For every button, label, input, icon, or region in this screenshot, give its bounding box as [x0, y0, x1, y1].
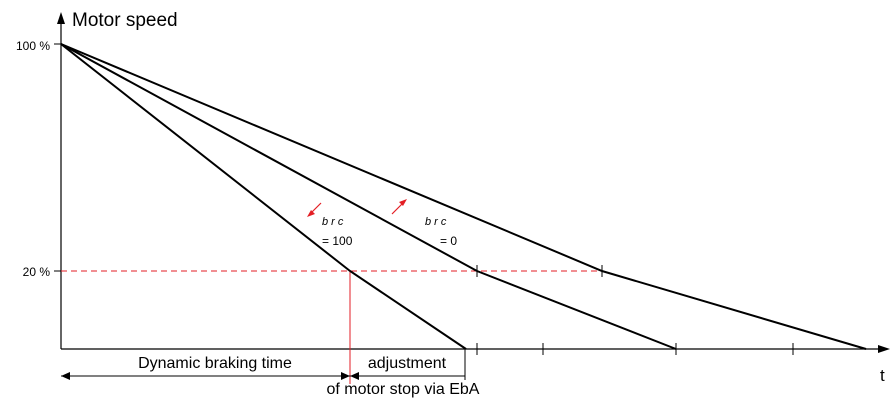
x-axis-arrow	[878, 345, 890, 353]
decel-curve-brc-0	[60, 43, 677, 350]
decel-curve-brc-100	[60, 43, 467, 350]
y-axis-arrow	[57, 12, 65, 24]
brc-code-label: b r c	[425, 216, 447, 228]
dynamic-braking-time-dimension	[61, 372, 350, 380]
brc-code-label: b r c	[322, 216, 344, 228]
adjustment-label: adjustment	[368, 355, 447, 372]
brc-100-value: = 100	[322, 234, 353, 248]
arrow-increase-icon	[391, 199, 407, 215]
adjustment-dimension	[350, 349, 466, 380]
y-label-100: 100 %	[16, 39, 50, 53]
x-axis-label: t	[880, 366, 885, 385]
arrow-decrease-icon	[307, 202, 322, 217]
brc-0-value: = 0	[440, 234, 457, 248]
chart-title: Motor speed	[72, 10, 178, 31]
dynamic-braking-time-label: Dynamic braking time	[138, 355, 292, 372]
decel-curve-nominal	[60, 43, 867, 350]
motor-stop-note: of motor stop via EbA	[327, 381, 480, 398]
y-label-20: 20 %	[23, 265, 51, 279]
